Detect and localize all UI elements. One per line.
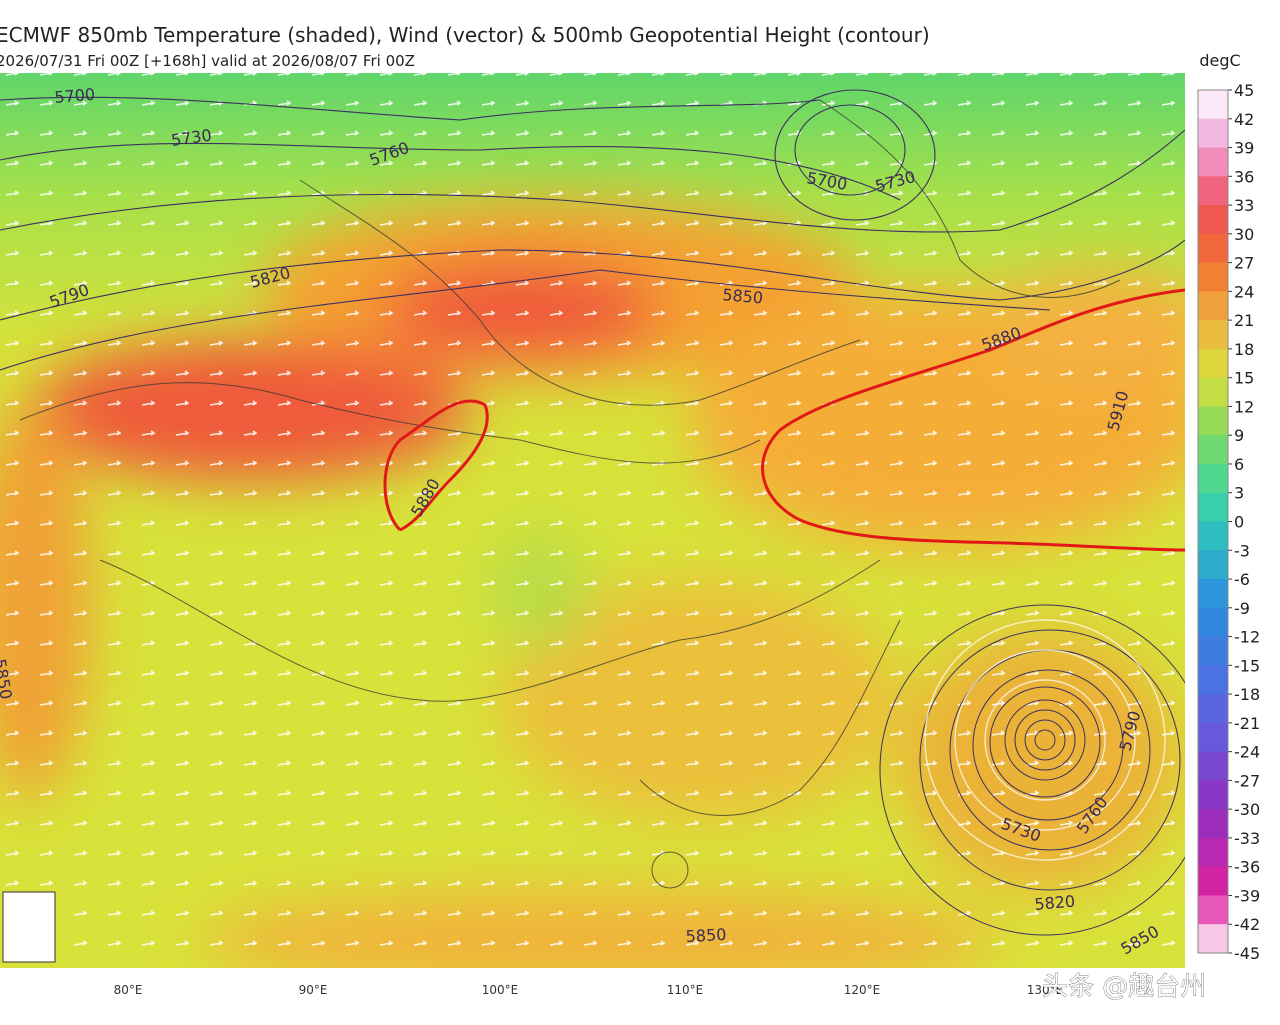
colorbar-tick-label: 12: [1234, 397, 1254, 416]
colorbar-tick-label: 21: [1234, 311, 1254, 330]
colorbar-tick-label: -36: [1234, 858, 1260, 877]
longitude-label: 80°E: [114, 983, 143, 997]
colorbar-tick-label: -42: [1234, 915, 1260, 934]
longitude-label: 100°E: [482, 983, 519, 997]
longitude-label: 130°E: [1027, 983, 1064, 997]
colorbar-segment: [1198, 176, 1228, 206]
contour-label: 5700: [54, 85, 96, 107]
colorbar-tick-label: -9: [1234, 599, 1250, 618]
contour-label: 5820: [1034, 892, 1076, 914]
colorbar-segment: [1198, 521, 1228, 551]
contour-label: 5850: [722, 285, 764, 307]
colorbar-segment: [1198, 722, 1228, 753]
colorbar-tick-label: -45: [1234, 944, 1260, 963]
colorbar-tick-label: -39: [1234, 886, 1260, 905]
colorbar-tick-label: 9: [1234, 426, 1244, 445]
colorbar-segment: [1198, 636, 1228, 666]
colorbar-tick-label: -15: [1234, 656, 1260, 675]
border-lines: [19, 99, 1121, 889]
colorbar-tick-label: -21: [1234, 714, 1260, 733]
title: ECMWF 850mb Temperature (shaded), Wind (…: [0, 23, 930, 47]
height-contours: [0, 89, 1185, 371]
colorbar-segment: [1198, 463, 1228, 494]
colorbar-segment: [1198, 924, 1228, 954]
colorbar-segment: [1198, 866, 1228, 896]
contour-5880: [383, 288, 1185, 552]
colorbar-tick-label: -24: [1234, 743, 1260, 762]
colorbar-segment: [1198, 665, 1228, 695]
colorbar-tick-label: -27: [1234, 771, 1260, 790]
colorbar-tick-label: 36: [1234, 167, 1254, 186]
colorbar-tick-label: 42: [1234, 110, 1254, 129]
colorbar-segment: [1198, 233, 1228, 264]
colorbar-tick-label: 3: [1234, 484, 1244, 503]
colorbar-segment: [1198, 147, 1228, 177]
colorbar-tick-label: 15: [1234, 369, 1254, 388]
colorbar-segment: [1198, 377, 1228, 407]
colorbar-tick-label: 39: [1234, 139, 1254, 158]
colorbar-segment: [1198, 895, 1228, 925]
colorbar-tick-label: 6: [1234, 455, 1244, 474]
colorbar-tick-label: 30: [1234, 225, 1254, 244]
colorbar-segment: [1198, 262, 1228, 292]
colorbar-segment: [1198, 435, 1228, 465]
colorbar-segment: [1198, 291, 1228, 321]
longitude-label: 110°E: [667, 983, 704, 997]
longitude-label: 120°E: [844, 983, 881, 997]
colorbar-tick-label: 0: [1234, 513, 1244, 532]
colorbar-segment: [1198, 579, 1228, 609]
wind-vectors: [0, 73, 1185, 968]
colorbar-segment: [1198, 607, 1228, 638]
colorbar-segment: [1198, 780, 1228, 810]
colorbar-segment: [1198, 694, 1228, 724]
colorbar-segment: [1198, 751, 1228, 781]
colorbar-tick-label: 18: [1234, 340, 1254, 359]
colorbar-tick-label: -12: [1234, 628, 1260, 647]
colorbar-segment: [1198, 348, 1228, 379]
colorbar-segment: [1198, 118, 1228, 149]
subtitle: 2026/07/31 Fri 00Z [+168h] valid at 2026…: [0, 52, 415, 70]
colorbar-segment: [1198, 406, 1228, 436]
map: [0, 73, 1185, 968]
colorbar-tick-label: -33: [1234, 829, 1260, 848]
colorbar-segment: [1198, 550, 1228, 580]
colorbar-frame: [1197, 89, 1229, 954]
colorbar-segment: [1198, 205, 1228, 235]
colorbar-tick-label: -18: [1234, 685, 1260, 704]
colorbar-segment: [1198, 809, 1228, 839]
colorbar-tick-label: 45: [1234, 81, 1254, 100]
inset-map: [2, 891, 56, 963]
colorbar-segment: [1198, 90, 1228, 120]
colorbar-tick-label: -30: [1234, 800, 1260, 819]
contour-label: 5850: [685, 925, 727, 946]
typhoon-winds: [924, 619, 1166, 861]
watermark: 头条 @趣台州: [1042, 972, 1206, 1002]
colorbar-unit: degC: [1199, 51, 1240, 70]
colorbar-tick-label: -3: [1234, 541, 1250, 560]
longitude-label: 90°E: [299, 983, 328, 997]
colorbar-tick-label: 27: [1234, 254, 1254, 273]
colorbar-segment: [1198, 320, 1228, 350]
colorbar-segment: [1198, 837, 1228, 868]
colorbar-segment: [1198, 492, 1228, 522]
colorbar-tick-label: -6: [1234, 570, 1250, 589]
colorbar-tick-label: 24: [1234, 282, 1254, 301]
colorbar-tick-label: 33: [1234, 196, 1254, 215]
